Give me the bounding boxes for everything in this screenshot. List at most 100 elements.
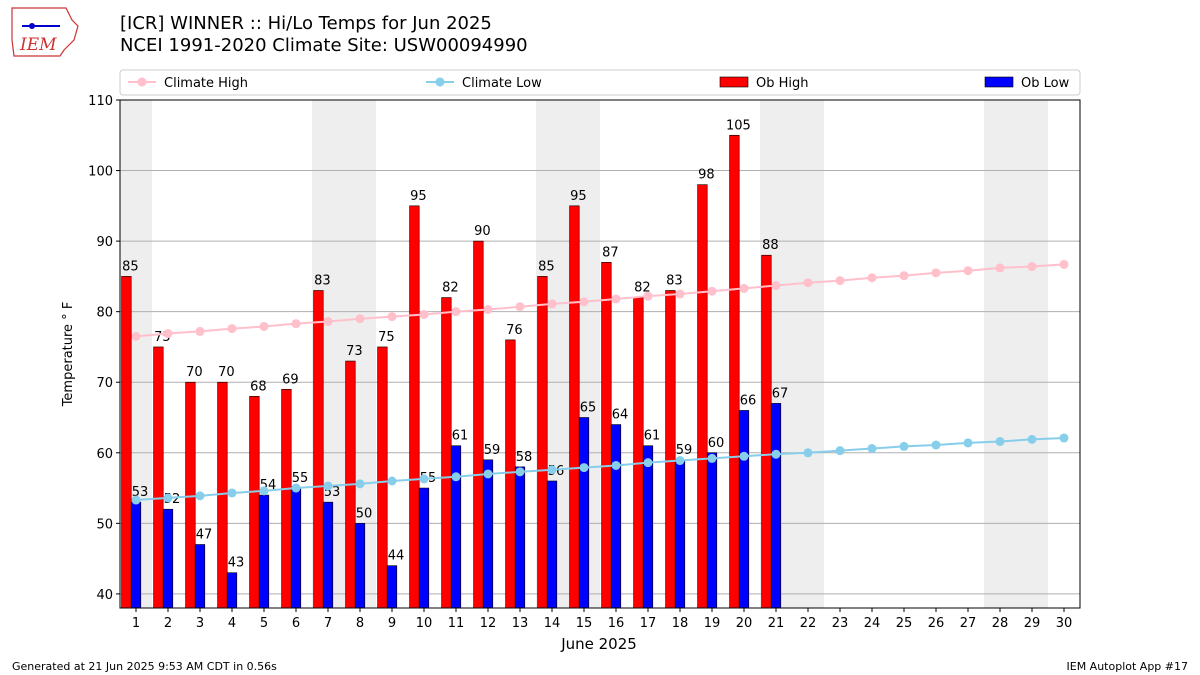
bar xyxy=(473,240,484,609)
line-marker xyxy=(771,281,781,291)
value-label: 87 xyxy=(602,245,619,260)
line-marker xyxy=(1027,262,1037,272)
line-marker xyxy=(131,495,141,505)
x-tick-label: 8 xyxy=(356,616,364,631)
y-axis-label: Temperature ° F xyxy=(61,302,76,408)
y-tick-label: 40 xyxy=(96,588,113,603)
bar xyxy=(418,487,430,609)
line-marker xyxy=(963,266,973,276)
bar xyxy=(322,501,334,609)
value-label: 50 xyxy=(356,506,373,521)
bar xyxy=(697,184,708,609)
y-tick-label: 60 xyxy=(96,447,113,462)
value-label: 85 xyxy=(122,259,139,274)
line-marker xyxy=(163,329,173,339)
bar xyxy=(409,205,420,609)
bar xyxy=(706,452,718,609)
footer-left: Generated at 21 Jun 2025 9:53 AM CDT in … xyxy=(12,660,277,673)
line-marker xyxy=(931,440,941,450)
line-marker xyxy=(259,486,269,496)
value-label: 95 xyxy=(570,189,587,204)
legend-swatch xyxy=(719,76,749,88)
line-marker xyxy=(547,299,557,309)
x-tick-label: 13 xyxy=(512,616,529,631)
value-label: 55 xyxy=(292,471,309,486)
x-axis-label: June 2025 xyxy=(560,635,637,653)
x-tick-label: 21 xyxy=(768,616,785,631)
x-tick-label: 27 xyxy=(960,616,977,631)
y-tick-label: 90 xyxy=(96,235,113,250)
line-marker xyxy=(867,444,877,454)
line-marker xyxy=(227,488,237,498)
line-marker xyxy=(643,291,653,301)
bar xyxy=(258,494,270,609)
line-marker xyxy=(675,289,685,299)
bar xyxy=(546,480,558,609)
line-marker xyxy=(835,276,845,286)
value-label: 64 xyxy=(612,408,629,423)
chart-subtitle: NCEI 1991-2020 Climate Site: USW00094990 xyxy=(120,35,528,56)
x-tick-label: 9 xyxy=(388,616,396,631)
weekend-shade xyxy=(984,100,1016,608)
line-marker xyxy=(387,476,397,486)
line-marker xyxy=(195,491,205,501)
line-marker xyxy=(835,446,845,456)
value-label: 83 xyxy=(666,274,683,289)
x-tick-label: 6 xyxy=(292,616,300,631)
line-marker xyxy=(1059,259,1069,269)
bar xyxy=(505,339,516,609)
line-marker xyxy=(771,449,781,459)
value-label: 83 xyxy=(314,274,331,289)
line-marker xyxy=(547,465,557,475)
weekend-shade xyxy=(792,100,824,608)
value-label: 68 xyxy=(250,379,267,394)
value-label: 58 xyxy=(516,450,533,465)
x-tick-label: 17 xyxy=(640,616,657,631)
line-marker xyxy=(515,302,525,312)
bar xyxy=(578,417,590,609)
logo: IEM xyxy=(11,7,79,57)
line-marker xyxy=(1027,434,1037,444)
value-label: 98 xyxy=(698,168,715,183)
line-marker xyxy=(995,436,1005,446)
footer-right: IEM Autoplot App #17 xyxy=(1067,660,1189,673)
x-tick-label: 18 xyxy=(672,616,689,631)
x-tick-label: 20 xyxy=(736,616,753,631)
x-tick-label: 22 xyxy=(800,616,817,631)
bar xyxy=(441,297,452,609)
line-marker xyxy=(579,297,589,307)
line-marker xyxy=(131,331,141,341)
line-marker xyxy=(1059,433,1069,443)
bar xyxy=(729,134,740,609)
value-label: 61 xyxy=(452,429,469,444)
bar xyxy=(601,261,612,609)
x-tick-label: 24 xyxy=(864,616,881,631)
value-label: 88 xyxy=(762,238,779,253)
legend-label: Climate Low xyxy=(462,76,542,91)
x-tick-label: 23 xyxy=(832,616,849,631)
y-tick-label: 70 xyxy=(96,376,113,391)
line-marker xyxy=(515,467,525,477)
line-marker xyxy=(995,263,1005,273)
value-label: 73 xyxy=(346,344,363,359)
line xyxy=(135,436,1065,502)
bar xyxy=(569,205,580,609)
value-label: 60 xyxy=(708,436,725,451)
bar xyxy=(665,290,676,609)
value-label: 82 xyxy=(442,281,459,296)
bar xyxy=(377,346,388,609)
line-marker xyxy=(611,294,621,304)
line-marker xyxy=(579,463,589,473)
line-marker xyxy=(451,307,461,317)
value-label: 76 xyxy=(506,323,523,338)
bar xyxy=(249,396,260,609)
value-label: 66 xyxy=(740,393,757,408)
x-tick-label: 15 xyxy=(576,616,593,631)
line-marker xyxy=(803,278,813,288)
x-tick-label: 26 xyxy=(928,616,945,631)
value-label: 82 xyxy=(634,281,651,296)
line-marker xyxy=(675,456,685,466)
chart-title: [ICR] WINNER :: Hi/Lo Temps for Jun 2025 xyxy=(120,13,492,34)
bar xyxy=(770,403,782,609)
